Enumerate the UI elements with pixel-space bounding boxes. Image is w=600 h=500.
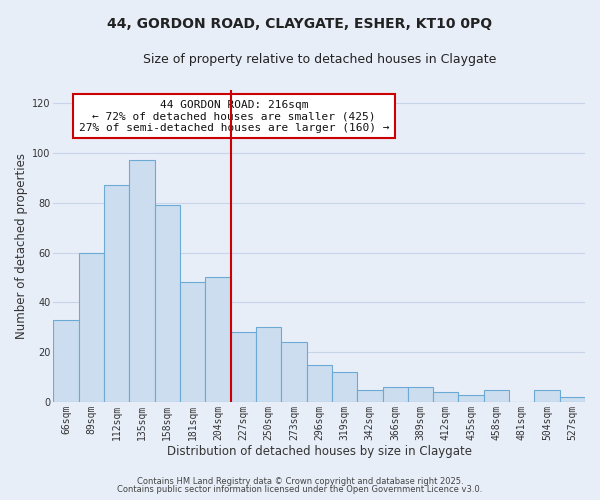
Bar [281, 342, 307, 402]
Bar [104, 185, 130, 402]
Bar [433, 392, 458, 402]
Text: 44, GORDON ROAD, CLAYGATE, ESHER, KT10 0PQ: 44, GORDON ROAD, CLAYGATE, ESHER, KT10 0… [107, 18, 493, 32]
Bar [332, 372, 357, 402]
Bar [357, 390, 383, 402]
Bar [408, 388, 433, 402]
Bar [560, 398, 585, 402]
Bar [484, 390, 509, 402]
X-axis label: Distribution of detached houses by size in Claygate: Distribution of detached houses by size … [167, 444, 472, 458]
Title: Size of property relative to detached houses in Claygate: Size of property relative to detached ho… [143, 52, 496, 66]
Bar [130, 160, 155, 402]
Bar [256, 328, 281, 402]
Text: Contains HM Land Registry data © Crown copyright and database right 2025.: Contains HM Land Registry data © Crown c… [137, 477, 463, 486]
Bar [230, 332, 256, 402]
Bar [535, 390, 560, 402]
Bar [53, 320, 79, 402]
Bar [458, 395, 484, 402]
Bar [383, 388, 408, 402]
Bar [205, 278, 230, 402]
Bar [79, 252, 104, 402]
Y-axis label: Number of detached properties: Number of detached properties [15, 154, 28, 340]
Bar [180, 282, 205, 403]
Bar [155, 205, 180, 402]
Bar [307, 365, 332, 403]
Text: Contains public sector information licensed under the Open Government Licence v3: Contains public sector information licen… [118, 485, 482, 494]
Text: 44 GORDON ROAD: 216sqm
← 72% of detached houses are smaller (425)
27% of semi-de: 44 GORDON ROAD: 216sqm ← 72% of detached… [79, 100, 389, 133]
